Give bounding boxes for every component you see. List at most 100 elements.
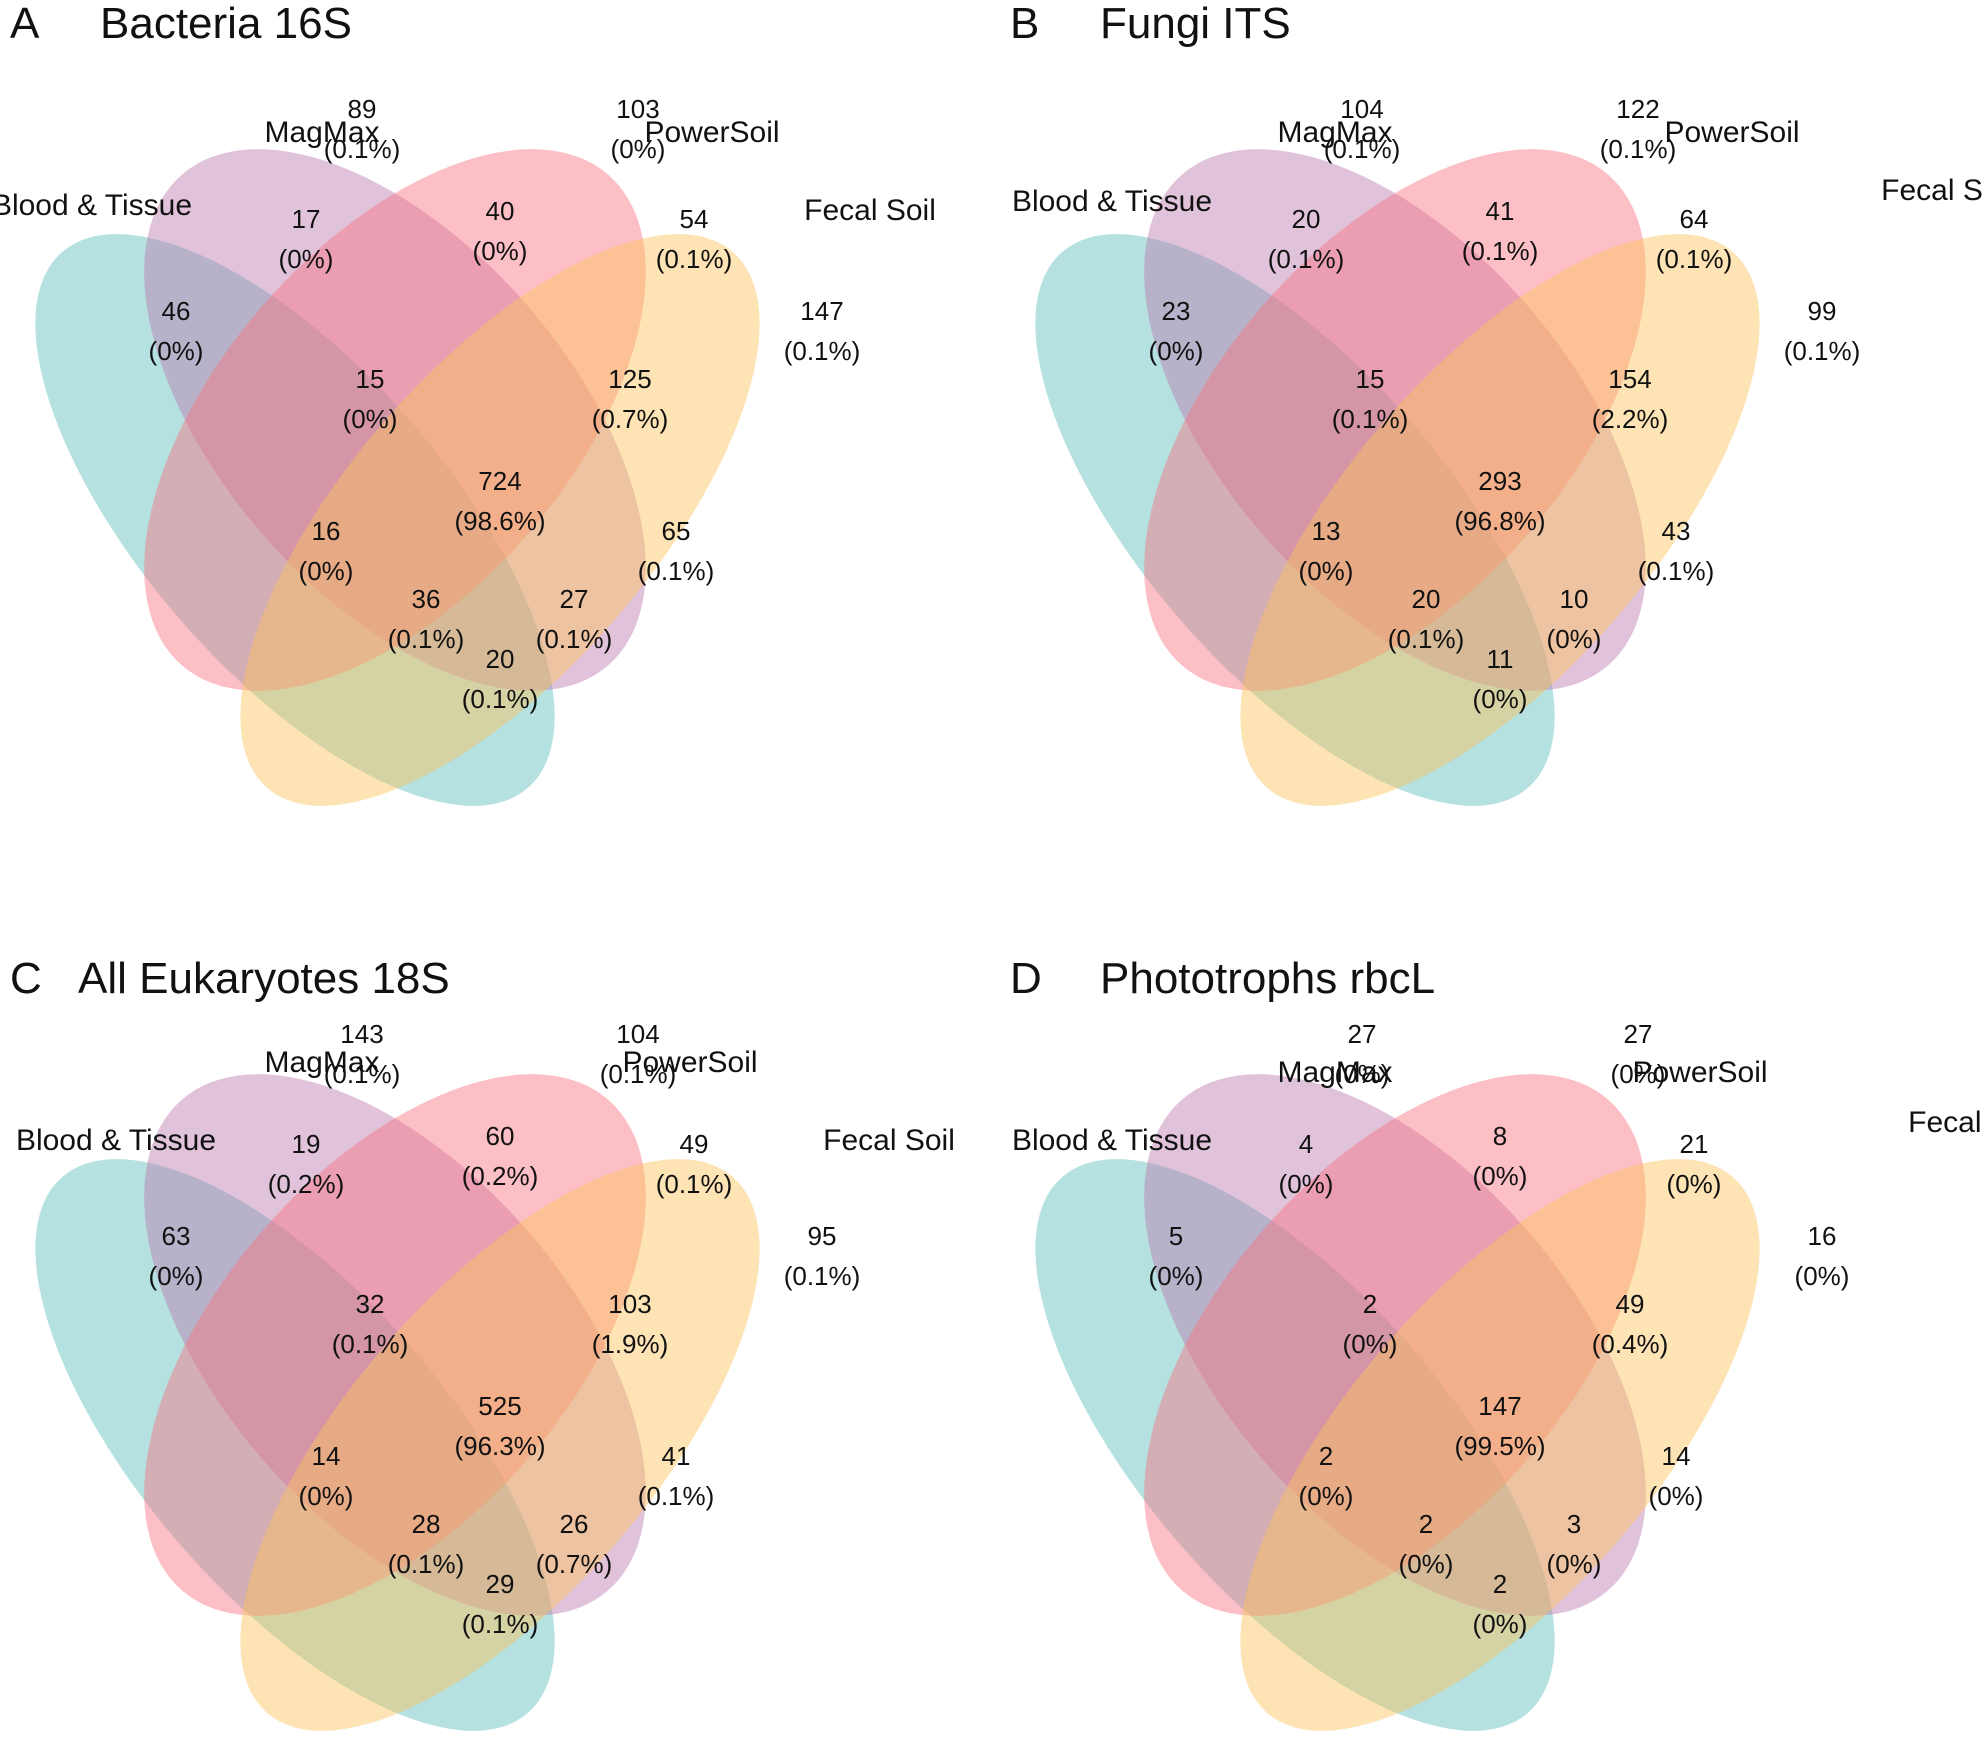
region-count: 27 bbox=[1348, 1019, 1377, 1049]
region-b: 23 (0%) bbox=[1149, 296, 1204, 366]
region-count: 54 bbox=[680, 204, 709, 234]
region-percent: (98.6%) bbox=[454, 506, 545, 536]
region-bf: 20 (0.1%) bbox=[462, 644, 539, 714]
region-percent: (0%) bbox=[299, 556, 354, 586]
region-count: 2 bbox=[1319, 1441, 1333, 1471]
region-count: 8 bbox=[1493, 1121, 1507, 1151]
region-percent: (0.4%) bbox=[1592, 1329, 1669, 1359]
region-percent: (0%) bbox=[1399, 1549, 1454, 1579]
region-count: 2 bbox=[1363, 1289, 1377, 1319]
region-percent: (0%) bbox=[1149, 1261, 1204, 1291]
region-count: 63 bbox=[162, 1221, 191, 1251]
region-bm: 19 (0.2%) bbox=[268, 1129, 345, 1199]
region-count: 14 bbox=[1662, 1441, 1691, 1471]
region-count: 60 bbox=[486, 1121, 515, 1151]
ellipse-magmax bbox=[144, 1074, 646, 1616]
region-count: 525 bbox=[478, 1391, 521, 1421]
region-f: 147 (0.1%) bbox=[784, 296, 861, 366]
region-f: 95 (0.1%) bbox=[784, 1221, 861, 1291]
region-pf: 54 (0.1%) bbox=[656, 204, 733, 274]
region-percent: (0.1%) bbox=[388, 1549, 465, 1579]
region-m: 27 (0%) bbox=[1335, 1019, 1390, 1089]
region-count: 4 bbox=[1299, 1129, 1313, 1159]
region-percent: (0.1%) bbox=[1268, 244, 1345, 274]
region-count: 26 bbox=[560, 1509, 589, 1539]
region-b: 63 (0%) bbox=[149, 1221, 204, 1291]
ellipse-blood-and-tissue bbox=[35, 1159, 555, 1731]
panel-letter: C bbox=[10, 954, 42, 1003]
venn-panel-a: A Bacteria 16S Blood & Tissue MagMax PowerSo… bbox=[0, 0, 936, 806]
region-percent: (0%) bbox=[1299, 1481, 1354, 1511]
region-mp: 8 (0%) bbox=[1473, 1121, 1528, 1191]
region-percent: (2.2%) bbox=[1592, 404, 1669, 434]
region-bm: 20 (0.1%) bbox=[1268, 204, 1345, 274]
region-percent: (0.7%) bbox=[592, 404, 669, 434]
region-percent: (0.1%) bbox=[1332, 404, 1409, 434]
region-f: 16 (0%) bbox=[1795, 1221, 1850, 1291]
panel-letter: B bbox=[1010, 0, 1039, 48]
region-count: 3 bbox=[1567, 1509, 1581, 1539]
region-percent: (0.2%) bbox=[268, 1169, 345, 1199]
set-label-fecal-soil: Fecal Soil bbox=[1908, 1106, 1984, 1139]
region-pf: 49 (0.1%) bbox=[656, 1129, 733, 1199]
region-percent: (0.1%) bbox=[638, 556, 715, 586]
region-count: 11 bbox=[1487, 644, 1514, 674]
region-count: 2 bbox=[1493, 1569, 1507, 1599]
ellipse-powersoil bbox=[144, 1074, 646, 1616]
region-percent: (0%) bbox=[1667, 1169, 1722, 1199]
region-percent: (0%) bbox=[1299, 556, 1354, 586]
region-count: 125 bbox=[608, 364, 651, 394]
region-count: 147 bbox=[800, 296, 843, 326]
region-count: 27 bbox=[560, 584, 589, 614]
region-percent: (0%) bbox=[1547, 1549, 1602, 1579]
region-count: 16 bbox=[312, 516, 341, 546]
region-bm: 4 (0%) bbox=[1279, 1129, 1334, 1199]
region-percent: (0.1%) bbox=[1656, 244, 1733, 274]
region-percent: (0%) bbox=[611, 134, 666, 164]
region-percent: (0.1%) bbox=[332, 1329, 409, 1359]
region-mpf: 125 (0.7%) bbox=[592, 364, 669, 434]
region-count: 49 bbox=[680, 1129, 709, 1159]
venn-panel-d: D Phototrophs rbcL Blood & Tissue MagMax Pow… bbox=[1010, 954, 1984, 1731]
region-count: 20 bbox=[1292, 204, 1321, 234]
ellipse-fecal-soil bbox=[1240, 1159, 1760, 1731]
region-m: 89 (0.1%) bbox=[324, 94, 401, 164]
region-percent: (0%) bbox=[1473, 1609, 1528, 1639]
region-count: 103 bbox=[608, 1289, 651, 1319]
region-count: 23 bbox=[1162, 296, 1191, 326]
region-count: 13 bbox=[1312, 516, 1341, 546]
panel-title: Phototrophs rbcL bbox=[1100, 954, 1435, 1003]
region-count: 27 bbox=[1624, 1019, 1653, 1049]
set-label-magmax: MagMax bbox=[264, 116, 379, 149]
region-mpf: 154 (2.2%) bbox=[1592, 364, 1669, 434]
region-count: 15 bbox=[1356, 364, 1385, 394]
region-bmpf: 147 (99.5%) bbox=[1454, 1391, 1545, 1461]
region-percent: (0%) bbox=[1473, 1161, 1528, 1191]
region-percent: (0%) bbox=[279, 244, 334, 274]
set-label-magmax: MagMax bbox=[1277, 116, 1392, 149]
region-percent: (96.3%) bbox=[454, 1431, 545, 1461]
region-count: 28 bbox=[412, 1509, 441, 1539]
region-count: 21 bbox=[1680, 1129, 1709, 1159]
region-count: 49 bbox=[1616, 1289, 1645, 1319]
region-pf: 21 (0%) bbox=[1667, 1129, 1722, 1199]
set-label-magmax: MagMax bbox=[1277, 1056, 1392, 1089]
region-percent: (0%) bbox=[1473, 684, 1528, 714]
region-b: 46 (0%) bbox=[149, 296, 204, 366]
panel-letter: D bbox=[1010, 954, 1042, 1003]
set-label-blood-and-tissue: Blood & Tissue bbox=[1012, 185, 1212, 218]
region-count: 65 bbox=[662, 516, 691, 546]
region-bmf: 27 (0.1%) bbox=[536, 584, 613, 654]
set-label-magmax: MagMax bbox=[264, 1046, 379, 1079]
region-percent: (0.1%) bbox=[388, 624, 465, 654]
region-percent: (0.1%) bbox=[638, 1481, 715, 1511]
venn-panel-b: B Fungi ITS Blood & Tissue MagMax PowerSoil F… bbox=[1010, 0, 1984, 806]
region-bmpf: 293 (96.8%) bbox=[1454, 466, 1545, 536]
region-percent: (0.1%) bbox=[1638, 556, 1715, 586]
region-percent: (0%) bbox=[1547, 624, 1602, 654]
region-count: 46 bbox=[162, 296, 191, 326]
set-label-powersoil: PowerSoil bbox=[644, 116, 779, 149]
region-percent: (0.1%) bbox=[324, 1059, 401, 1089]
region-count: 104 bbox=[616, 1019, 659, 1049]
region-percent: (0.1%) bbox=[1600, 134, 1677, 164]
